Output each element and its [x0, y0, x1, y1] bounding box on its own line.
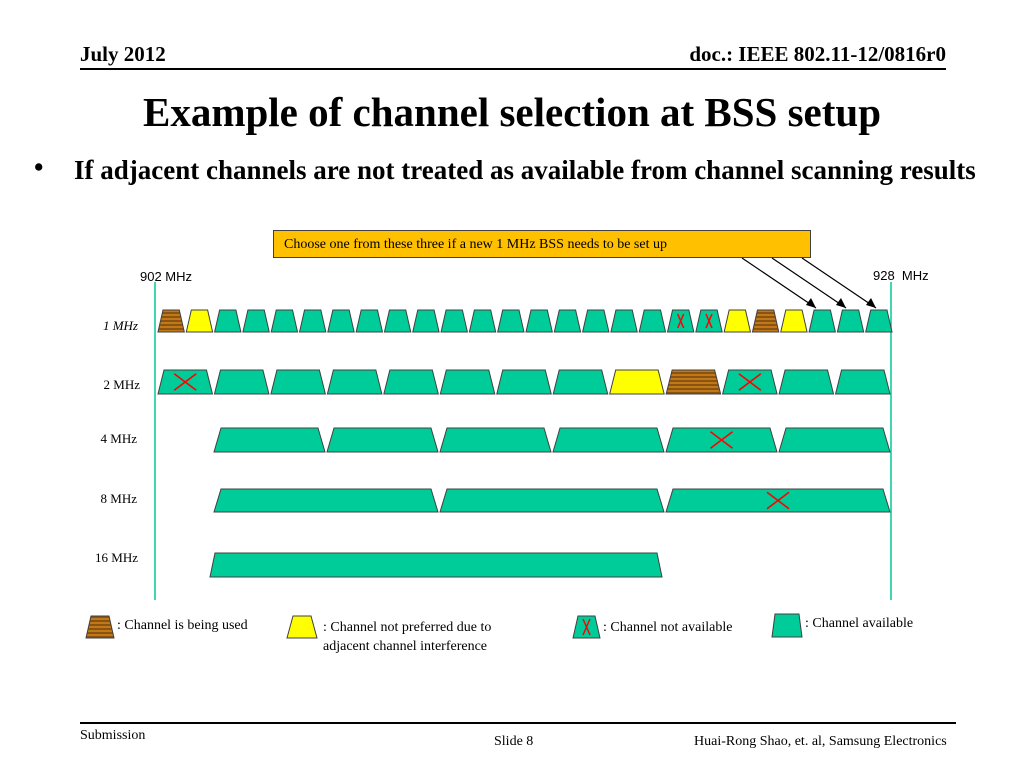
channel-available — [610, 309, 638, 333]
channel-row — [213, 488, 891, 513]
bullet-marker: • — [34, 152, 44, 182]
callout-arrowhead — [806, 298, 816, 308]
channel-available — [440, 309, 469, 333]
channel-available — [326, 369, 383, 395]
channel-available — [581, 309, 610, 333]
footer-right: Huai-Rong Shao, et. al, Samsung Electron… — [694, 734, 947, 749]
channel-row — [209, 552, 663, 578]
freq-label-start: 902 MHz — [140, 269, 193, 284]
unavailable-x-mark — [677, 313, 685, 329]
channel-available — [383, 309, 412, 333]
header-date: July 2012 — [80, 42, 166, 66]
channel-available — [270, 369, 327, 395]
channel-used — [665, 369, 722, 395]
channel-available — [213, 369, 270, 395]
callout-box: Choose one from these three if a new 1 M… — [273, 230, 811, 258]
channel-available — [525, 309, 553, 333]
channel-available — [213, 309, 242, 333]
channel-not-preferred — [185, 309, 214, 333]
channel-available — [213, 427, 326, 453]
channel-available — [836, 309, 865, 333]
channel-available — [638, 309, 667, 333]
legend-unavailable-label: : Channel not available — [603, 620, 733, 635]
footer-left: Submission — [80, 728, 146, 743]
legend-unavailable-x — [582, 618, 591, 636]
header-rule — [80, 68, 946, 70]
callout-arrow — [741, 257, 817, 309]
channel-available — [778, 369, 835, 395]
channel-not-preferred — [780, 309, 808, 333]
unavailable-x-mark — [766, 491, 790, 510]
channel-available — [808, 309, 837, 333]
channel-available — [326, 427, 439, 453]
callout-arrowhead — [836, 298, 846, 308]
channel-available — [778, 427, 891, 453]
row-label-4mhz: 4 MHz — [100, 431, 137, 446]
legend-not-preferred-icon — [286, 615, 318, 639]
legend-used-label: : Channel is being used — [117, 618, 248, 633]
row-label-16mhz: 16 MHz — [95, 550, 138, 565]
channel-not-preferred — [609, 369, 665, 395]
channel-available — [468, 309, 497, 333]
legend-available-icon — [771, 613, 803, 638]
channel-used — [157, 309, 185, 333]
channel-available — [242, 309, 270, 333]
channel-not-preferred — [723, 309, 752, 333]
channel-row — [213, 427, 891, 453]
legend-not-preferred-label-1: : Channel not preferred due to — [323, 620, 492, 635]
header-doc-id: doc.: IEEE 802.11-12/0816r0 — [689, 42, 946, 66]
channel-used — [751, 309, 780, 333]
unavailable-x-mark — [705, 313, 713, 329]
channel-available — [327, 309, 355, 333]
channel-available — [383, 369, 439, 395]
channel-available — [412, 309, 440, 333]
row-label-1mhz: 1 MHz — [102, 318, 138, 333]
channel-available — [270, 309, 299, 333]
channel-available — [355, 309, 384, 333]
unavailable-x-mark — [710, 431, 733, 449]
channel-available — [439, 488, 665, 513]
channel-available — [439, 369, 496, 395]
channel-available — [497, 309, 525, 333]
channel-row — [157, 309, 893, 333]
callout-arrowhead — [866, 298, 876, 308]
row-label-8mhz: 8 MHz — [100, 491, 137, 506]
slide-title: Example of channel selection at BSS setu… — [142, 89, 882, 135]
channel-available — [209, 552, 663, 578]
channel-available — [439, 427, 552, 453]
channel-available — [834, 369, 891, 395]
callout-arrow — [801, 257, 877, 309]
channel-available — [298, 309, 327, 333]
channel-available — [553, 309, 582, 333]
callout-arrow — [771, 257, 847, 309]
unavailable-x-mark — [738, 373, 762, 391]
callout-arrows — [741, 257, 877, 309]
channel-available — [552, 369, 609, 395]
row-label-2mhz: 2 MHz — [103, 377, 140, 392]
legend-not-preferred-label-2: adjacent channel interference — [323, 639, 488, 654]
legend-used-icon — [85, 615, 115, 639]
channel-available — [496, 369, 552, 395]
bullet-text: If adjacent channels are not treated as … — [74, 155, 976, 185]
footer-rule — [80, 722, 956, 724]
freq-label-end: 928 MHz — [873, 268, 929, 283]
legend-available-label: : Channel available — [805, 616, 914, 631]
channel-available — [552, 427, 665, 453]
footer-slide-number: Slide 8 — [494, 734, 534, 749]
channel-available — [213, 488, 439, 513]
channel-available — [865, 309, 893, 333]
unavailable-x-mark — [173, 373, 197, 391]
channel-row — [157, 369, 891, 395]
